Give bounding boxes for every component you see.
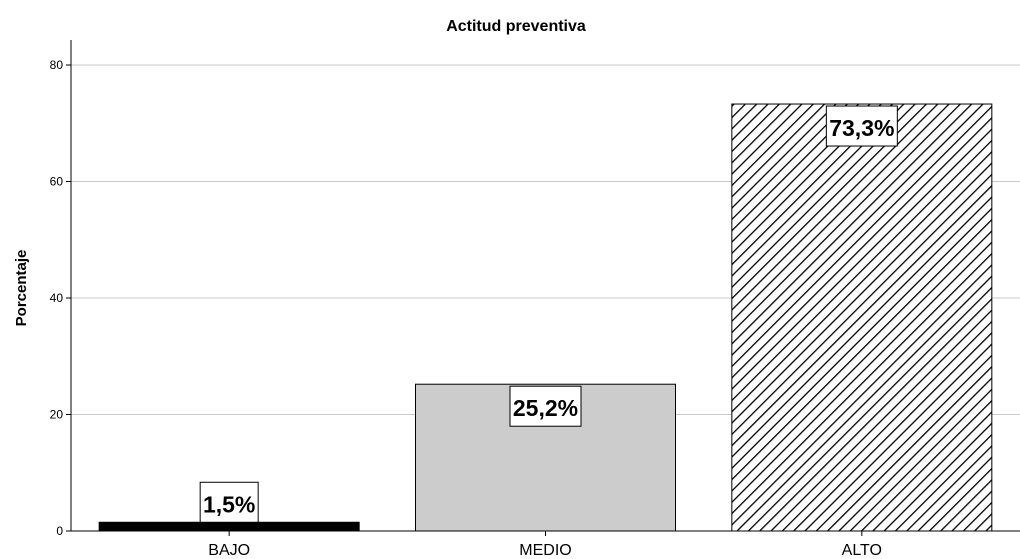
chart-title: Actitud preventiva — [446, 18, 586, 35]
y-tick-labels: 0 20 40 60 80 — [50, 58, 71, 538]
y-tick-label: 20 — [50, 408, 64, 422]
data-label: 1,5% — [203, 491, 255, 517]
x-tick-label: BAJO — [208, 542, 250, 559]
x-tick-label: ALTO — [842, 542, 882, 559]
bars — [98, 103, 993, 532]
data-labels: 1,5% 25,2% 73,3% — [199, 105, 898, 523]
y-axis-label: Porcentaje — [13, 250, 30, 327]
x-tick-label: MEDIO — [519, 542, 571, 559]
x-tick-labels: BAJO MEDIO ALTO — [208, 531, 882, 559]
y-tick-label: 40 — [50, 291, 64, 305]
y-tick-label: 0 — [56, 524, 63, 538]
bar-bajo — [98, 521, 360, 532]
data-label-box — [825, 105, 898, 147]
data-label: 25,2% — [513, 395, 578, 421]
bar-alto — [731, 103, 993, 532]
data-label-box — [199, 481, 259, 523]
data-label: 73,3% — [829, 115, 894, 141]
y-tick-label: 80 — [50, 58, 64, 72]
data-label-box — [509, 385, 582, 427]
y-tick-label: 60 — [50, 175, 64, 189]
